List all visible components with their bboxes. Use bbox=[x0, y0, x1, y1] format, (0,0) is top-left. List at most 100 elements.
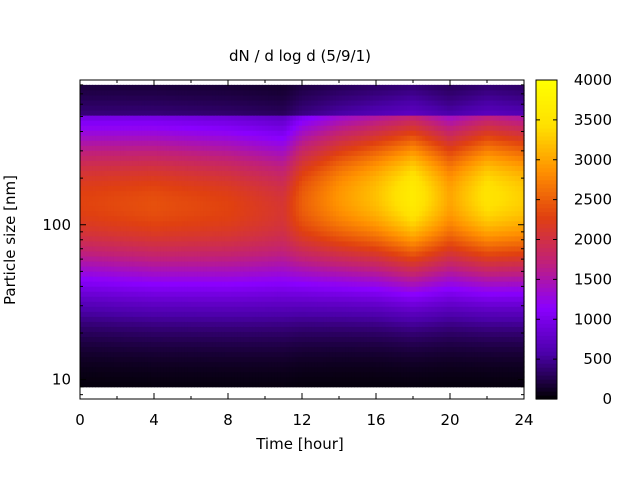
heatmap-cell bbox=[249, 145, 254, 151]
heatmap-cell bbox=[163, 155, 167, 161]
heatmap-cell bbox=[117, 265, 121, 272]
heatmap-cell bbox=[123, 316, 127, 322]
heatmap-cell bbox=[113, 195, 118, 202]
heatmap-cell bbox=[252, 135, 257, 141]
heatmap-cell bbox=[212, 150, 217, 156]
heatmap-cell bbox=[129, 180, 134, 187]
heatmap-cell bbox=[95, 145, 100, 151]
heatmap-cell bbox=[184, 235, 189, 242]
heatmap-cell bbox=[135, 235, 140, 242]
heatmap-cell bbox=[120, 220, 124, 227]
heatmap-cell bbox=[240, 84, 245, 91]
heatmap-cell bbox=[104, 220, 109, 227]
heatmap-cell bbox=[187, 104, 192, 111]
heatmap-cell bbox=[317, 240, 322, 247]
heatmap-cell bbox=[249, 115, 254, 121]
heatmap-cell bbox=[135, 376, 140, 383]
heatmap-cell bbox=[95, 130, 100, 136]
heatmap-cell bbox=[277, 115, 282, 121]
heatmap-cell bbox=[132, 286, 137, 292]
heatmap-cell bbox=[265, 94, 269, 101]
heatmap-cell bbox=[86, 361, 90, 368]
heatmap-cell bbox=[187, 381, 192, 388]
heatmap-cell bbox=[141, 306, 146, 312]
heatmap-cell bbox=[203, 336, 208, 343]
heatmap-cell bbox=[280, 225, 285, 232]
heatmap-cell bbox=[292, 104, 297, 111]
heatmap-cell bbox=[292, 306, 297, 312]
heatmap-cell bbox=[181, 346, 186, 353]
heatmap-cell bbox=[98, 311, 103, 317]
heatmap-cell bbox=[240, 346, 245, 353]
heatmap-cell bbox=[89, 130, 93, 136]
heatmap-cell bbox=[175, 346, 180, 353]
heatmap-cell bbox=[110, 120, 115, 126]
heatmap-cell bbox=[113, 265, 118, 272]
heatmap-cell bbox=[98, 94, 103, 101]
heatmap-cell bbox=[277, 180, 282, 187]
heatmap-cell bbox=[265, 195, 269, 202]
heatmap-cell bbox=[271, 336, 275, 343]
heatmap-cell bbox=[234, 170, 238, 177]
heatmap-cell bbox=[200, 230, 204, 237]
heatmap-cell bbox=[144, 250, 149, 257]
heatmap-cell bbox=[110, 296, 115, 302]
heatmap-cell bbox=[104, 205, 109, 212]
heatmap-cell bbox=[187, 140, 192, 146]
heatmap-cell bbox=[292, 286, 297, 292]
heatmap-cell bbox=[218, 351, 223, 358]
heatmap-cell bbox=[147, 210, 152, 217]
heatmap-cell bbox=[305, 361, 309, 368]
heatmap-cell bbox=[218, 286, 223, 292]
heatmap-cell bbox=[157, 215, 161, 222]
heatmap-cell bbox=[271, 271, 275, 277]
heatmap-cell bbox=[329, 230, 334, 237]
heatmap-cell bbox=[135, 115, 140, 121]
heatmap-cell bbox=[86, 190, 90, 197]
heatmap-cell bbox=[255, 190, 260, 197]
heatmap-cell bbox=[283, 306, 288, 312]
heatmap-cell bbox=[289, 220, 294, 227]
heatmap-cell bbox=[172, 376, 177, 383]
heatmap-cell bbox=[323, 245, 328, 252]
heatmap-cell bbox=[135, 366, 140, 373]
heatmap-cell bbox=[126, 351, 130, 358]
heatmap-cell bbox=[265, 170, 269, 177]
heatmap-cell bbox=[169, 376, 174, 383]
heatmap-cell bbox=[314, 160, 319, 166]
heatmap-cell bbox=[138, 341, 143, 348]
heatmap-cell bbox=[265, 311, 269, 317]
heatmap-cell bbox=[178, 175, 183, 182]
heatmap-cell bbox=[157, 296, 161, 302]
heatmap-cell bbox=[323, 200, 328, 207]
heatmap-cell bbox=[228, 130, 232, 136]
heatmap-cell bbox=[292, 185, 297, 192]
heatmap-cell bbox=[224, 115, 229, 121]
heatmap-cell bbox=[286, 150, 291, 156]
heatmap-cell bbox=[261, 281, 266, 287]
heatmap-cell bbox=[154, 276, 158, 282]
heatmap-cell bbox=[243, 125, 248, 131]
heatmap-cell bbox=[271, 155, 275, 161]
heatmap-cell bbox=[237, 84, 241, 91]
heatmap-cell bbox=[228, 190, 232, 197]
heatmap-cell bbox=[197, 371, 201, 378]
heatmap-cell bbox=[144, 150, 149, 156]
heatmap-cell bbox=[141, 120, 146, 126]
heatmap-cell bbox=[314, 260, 319, 267]
heatmap-cell bbox=[117, 245, 121, 252]
heatmap-cell bbox=[113, 235, 118, 242]
heatmap-cell bbox=[160, 301, 164, 307]
heatmap-cell bbox=[120, 140, 124, 146]
heatmap-cell bbox=[144, 185, 149, 192]
heatmap-cell bbox=[323, 321, 328, 327]
heatmap-cell bbox=[197, 245, 201, 252]
heatmap-cell bbox=[80, 165, 84, 171]
heatmap-cell bbox=[246, 175, 251, 182]
heatmap-cell bbox=[110, 311, 115, 317]
heatmap-cell bbox=[261, 306, 266, 312]
heatmap-cell bbox=[163, 276, 167, 282]
heatmap-cell bbox=[231, 286, 235, 292]
heatmap-cell bbox=[249, 271, 254, 277]
heatmap-cell bbox=[184, 286, 189, 292]
